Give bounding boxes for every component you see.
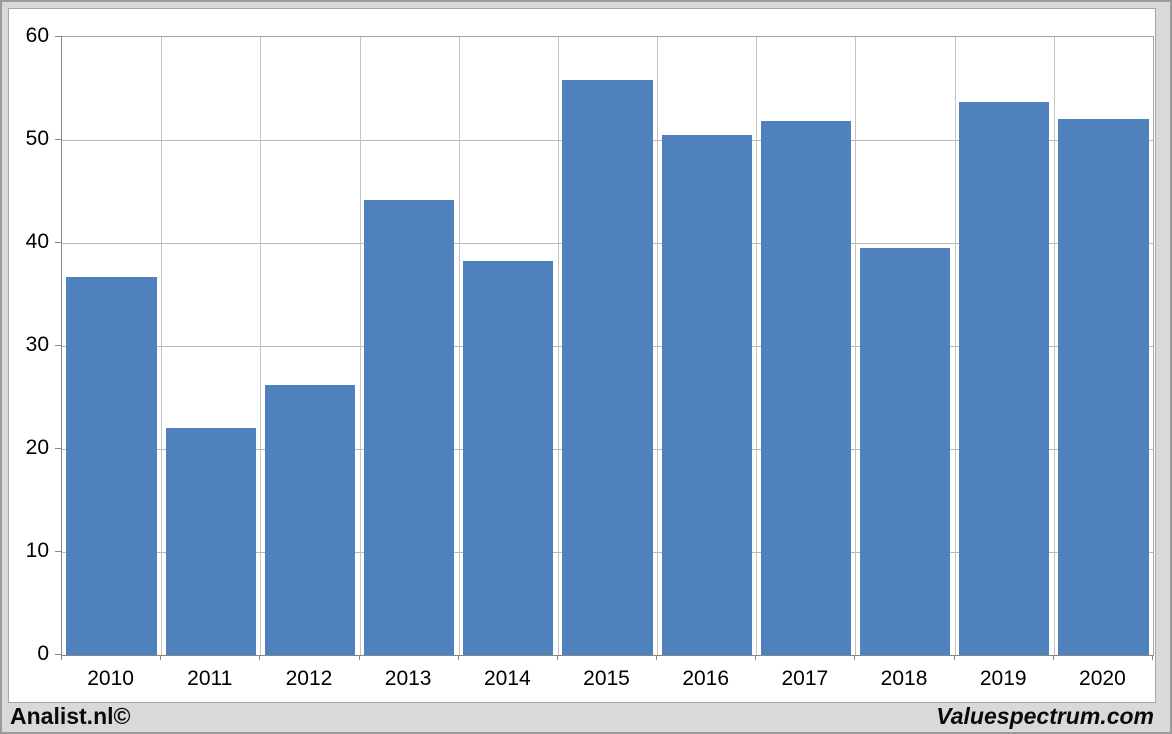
y-axis-label-40: 40 [25,230,49,253]
v-gridline-4 [459,37,460,655]
bar-2018 [859,248,951,655]
y-axis-label-10: 10 [25,539,49,562]
bar-2014 [463,260,554,655]
y-tick-10 [55,551,62,552]
y-axis-label-30: 30 [25,333,49,356]
x-tick-0 [61,655,62,660]
v-gridline-6 [657,37,658,655]
x-axis-label-2017: 2017 [781,667,829,690]
x-tick-8 [854,655,855,660]
bar-2020 [1058,119,1149,655]
x-tick-5 [557,655,558,660]
v-gridline-9 [955,37,956,655]
x-tick-6 [656,655,657,660]
chart-panel: 0 10 20 30 40 50 60 2010 2011 2012 2013 2014 2015 201… [8,8,1156,703]
x-axis-label-2018: 2018 [880,667,928,690]
y-axis-label-0: 0 [37,642,49,665]
x-tick-10 [1053,655,1054,660]
x-axis-label-2013: 2013 [384,667,432,690]
x-tick-2 [259,655,260,660]
y-tick-50 [55,139,62,140]
bar-2012 [264,385,356,655]
x-axis-label-2011: 2011 [187,667,233,690]
bar-2017 [760,121,851,655]
bar-2010 [66,277,157,655]
footer-brand-valuespectrum: Valuespectrum.com [936,703,1154,729]
v-gridline-1 [161,37,162,655]
v-gridline-5 [558,37,559,655]
y-tick-0 [55,654,62,655]
x-tick-11 [1152,655,1153,660]
bar-2011 [165,428,256,655]
y-axis-label-50: 50 [25,127,49,150]
y-tick-20 [55,448,62,449]
y-axis-label-20: 20 [25,436,49,459]
x-axis-label-2014: 2014 [483,667,531,690]
plot-area [61,36,1154,656]
bar-2019 [959,101,1050,655]
v-gridline-2 [260,37,261,655]
x-axis-label-2016: 2016 [682,667,730,690]
y-tick-60 [55,36,62,37]
bar-2015 [562,80,653,655]
v-gridline-3 [360,37,361,655]
y-tick-40 [55,242,62,243]
bar-2013 [364,199,455,655]
x-axis-label-2010: 2010 [87,667,134,690]
y-tick-30 [55,345,62,346]
x-axis-label-2020: 2020 [1079,667,1126,690]
footer-brand-analist: Analist.nl© [10,703,131,729]
x-tick-3 [359,655,360,660]
x-tick-4 [458,655,459,660]
x-axis-label-2019: 2019 [979,667,1027,690]
bar-2016 [661,134,752,655]
x-tick-7 [755,655,756,660]
x-axis-label-2012: 2012 [285,667,333,690]
x-tick-1 [160,655,161,660]
v-gridline-10 [1054,37,1055,655]
x-axis-label-2015: 2015 [583,667,630,690]
v-gridline-7 [756,37,757,655]
x-tick-9 [954,655,955,660]
v-gridline-8 [855,37,856,655]
y-axis-label-60: 60 [25,24,49,47]
